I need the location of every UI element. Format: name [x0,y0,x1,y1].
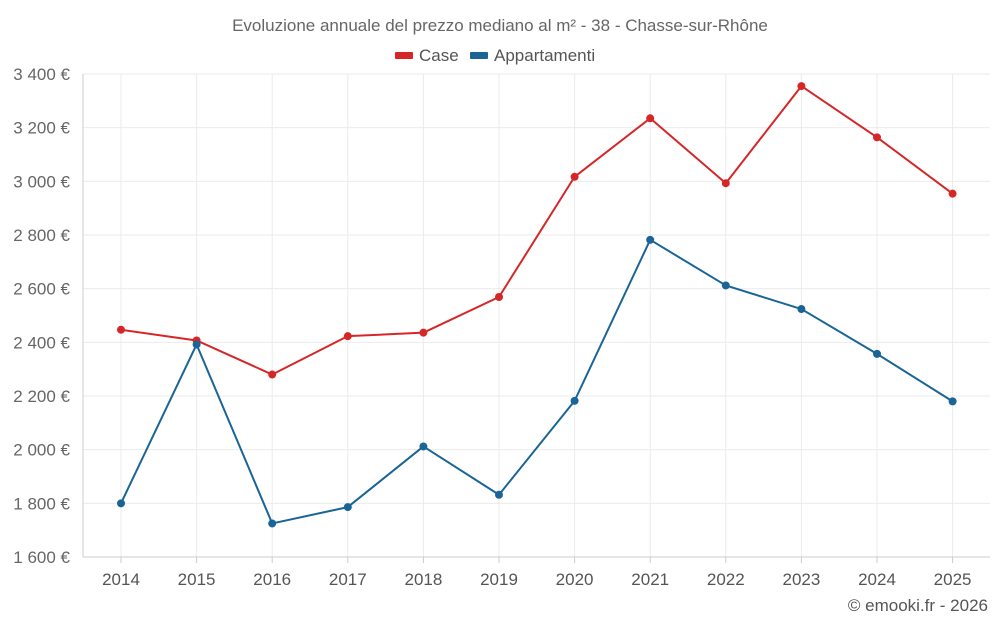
credit-text: © emooki.fr - 2026 [848,596,988,615]
x-tick-label: 2025 [934,570,972,589]
y-tick-label: 3 000 € [13,172,70,191]
legend-swatch-case [395,52,413,59]
x-tick-label: 2016 [253,570,291,589]
data-point-appartamenti[interactable] [495,490,503,499]
data-point-appartamenti[interactable] [268,519,277,528]
y-tick-label: 2 800 € [13,226,70,245]
x-tick-label: 2020 [556,570,594,589]
y-tick-label: 2 200 € [13,387,70,406]
grid [83,73,990,558]
data-point-case[interactable] [646,114,655,123]
x-tick-label: 2014 [102,570,140,589]
y-tick-label: 2 600 € [13,280,70,299]
x-tick-label: 2019 [480,570,518,589]
axes: 1 600 € 1 800 € 2 000 € 2 200 € 2 400 € 2 600… [13,65,990,589]
y-tick-label: 1 600 € [13,548,70,567]
legend-item-appartamenti[interactable]: Appartamenti [470,46,595,65]
data-point-appartamenti[interactable] [873,349,881,358]
chart-title: Evoluzione annuale del prezzo mediano al… [232,16,768,35]
data-point-case[interactable] [419,328,428,337]
data-point-appartamenti[interactable] [343,503,352,512]
data-point-case[interactable] [948,189,957,198]
data-point-appartamenti[interactable] [117,499,125,508]
series-appartamenti [117,235,957,528]
data-point-case[interactable] [117,325,125,334]
data-point-appartamenti[interactable] [721,281,730,290]
x-tick-label: 2017 [329,570,367,589]
data-point-appartamenti[interactable] [646,235,655,244]
data-point-case[interactable] [268,370,277,379]
series-line-case [120,85,954,376]
series-line-appartamenti [120,238,954,525]
data-point-case[interactable] [343,332,352,341]
legend-label-case: Case [419,46,459,65]
x-tick-label: 2022 [707,570,745,589]
data-point-appartamenti[interactable] [570,396,579,405]
x-tick-label: 2015 [178,570,216,589]
y-tick-label: 2 400 € [13,333,70,352]
data-point-appartamenti[interactable] [192,340,201,349]
legend-label-appartamenti: Appartamenti [494,46,595,65]
y-tick-label: 3 200 € [13,119,70,138]
data-point-case[interactable] [570,172,579,181]
data-point-case[interactable] [873,133,881,142]
y-tick-label: 1 800 € [13,494,70,513]
series-case [117,82,957,379]
legend-item-case[interactable]: Case [395,46,459,65]
x-tick-label: 2023 [782,570,820,589]
y-tick-label: 3 400 € [13,65,70,84]
data-point-appartamenti[interactable] [419,442,428,451]
x-tick-label: 2024 [858,570,896,589]
y-tick-label: 2 000 € [13,441,70,460]
data-point-appartamenti[interactable] [797,305,806,314]
x-tick-label: 2021 [631,570,669,589]
data-point-appartamenti[interactable] [948,397,957,406]
x-tick-label: 2018 [404,570,442,589]
data-point-case[interactable] [797,82,806,91]
data-point-case[interactable] [721,179,730,188]
data-point-case[interactable] [495,292,503,301]
legend: Case Appartamenti [395,46,595,65]
legend-swatch-appartamenti [470,52,488,59]
series [117,82,957,528]
